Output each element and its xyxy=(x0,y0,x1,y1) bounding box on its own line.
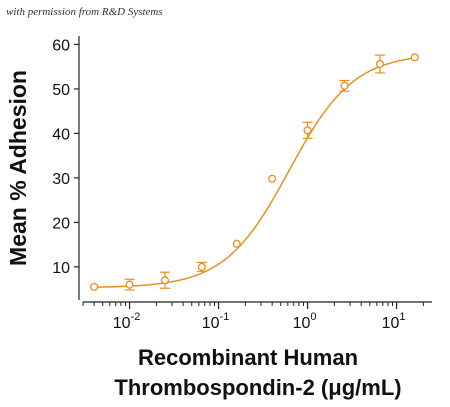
x-axis-title-line2: Thrombospondin-2 (μg/mL) xyxy=(114,375,401,400)
axes xyxy=(78,36,432,303)
marker-1 xyxy=(125,280,134,289)
x-tick-label-0: 10-2 xyxy=(113,311,141,332)
watermark: with permission from R&D Systems xyxy=(6,6,163,18)
data-point-8 xyxy=(374,54,385,74)
x-tick-exponent-3: 1 xyxy=(399,311,405,323)
x-tick-base-1: 10 xyxy=(202,315,220,332)
x-tick-base-2: 10 xyxy=(293,315,311,332)
data-point-4 xyxy=(232,239,241,248)
marker-8 xyxy=(375,59,384,69)
data-point-1 xyxy=(124,278,135,291)
data-points xyxy=(90,53,419,291)
y-tick-label-10: 10 xyxy=(52,260,70,277)
marker-4 xyxy=(232,239,241,248)
x-tick-label-1: 10-1 xyxy=(202,311,230,332)
x-axis-title-line1: Recombinant Human xyxy=(138,345,358,370)
y-tick-label-60: 60 xyxy=(52,37,70,54)
y-tick-label-40: 40 xyxy=(52,126,70,143)
y-axis-title: Mean % Adhesion xyxy=(5,70,31,266)
x-tick-label-2: 100 xyxy=(293,311,317,332)
x-tick-base-0: 10 xyxy=(113,315,131,332)
x-tick-exponent-0: -2 xyxy=(131,311,141,323)
tick-marks xyxy=(74,43,424,309)
data-point-9 xyxy=(410,53,419,62)
x-tick-exponent-2: 0 xyxy=(310,311,316,323)
marker-0 xyxy=(90,282,99,291)
data-point-2 xyxy=(159,271,170,289)
marker-2 xyxy=(160,276,170,285)
data-point-0 xyxy=(90,282,99,291)
data-point-6 xyxy=(302,121,313,139)
data-point-7 xyxy=(339,79,350,92)
marker-6 xyxy=(303,126,312,135)
marker-9 xyxy=(410,53,419,62)
x-tick-label-3: 101 xyxy=(382,311,406,332)
marker-5 xyxy=(268,174,277,183)
marker-7 xyxy=(340,81,349,90)
x-tick-exponent-1: -1 xyxy=(220,311,230,323)
marker-3 xyxy=(197,262,206,271)
data-point-5 xyxy=(268,174,277,183)
y-tick-label-50: 50 xyxy=(52,82,70,99)
fit-curve xyxy=(94,57,415,288)
x-tick-base-3: 10 xyxy=(382,315,400,332)
data-point-3 xyxy=(196,261,207,272)
y-tick-label-30: 30 xyxy=(52,171,70,188)
y-tick-label-20: 20 xyxy=(52,215,70,232)
